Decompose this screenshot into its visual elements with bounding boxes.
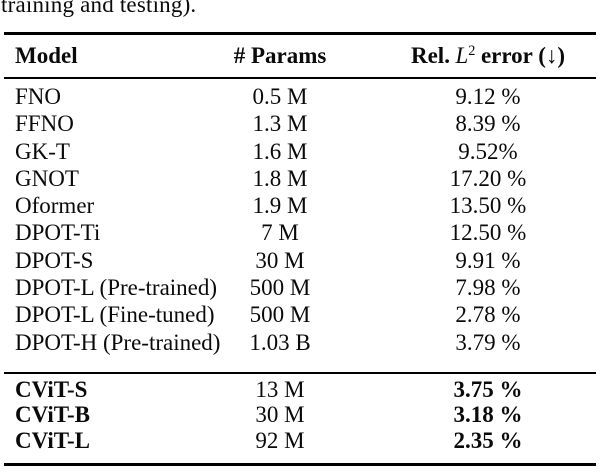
cell-params: 1.3 M <box>252 111 308 137</box>
cell-params: 1.9 M <box>252 193 308 219</box>
cell-error: 9.52% <box>458 138 518 164</box>
cell-model: DPOT-L (Pre-trained) <box>15 275 218 301</box>
table-row: GNOT 1.8 M 17.20 % <box>4 165 596 192</box>
table-row: FNO 0.5 M 9.12 % <box>4 78 596 110</box>
col-header-error: Rel. L2 error (↓) <box>380 34 596 79</box>
cell-error: 3.75 % <box>453 376 523 402</box>
table-row: Oformer 1.9 M 13.50 % <box>4 192 596 219</box>
cell-error: 2.35 % <box>453 427 523 453</box>
error-header-math-superscript: 2 <box>468 43 476 60</box>
cell-error: 8.39 % <box>455 111 521 137</box>
cell-error: 13.50 % <box>449 193 527 219</box>
cell-error: 7.98 % <box>455 275 521 301</box>
cvit-models-section: CViT-S 13 M 3.75 % CViT-B 30 M 3.18 % CViT-L 92… <box>4 372 596 465</box>
cell-params: 500 M <box>249 302 311 328</box>
table-row: GK-T 1.6 M 9.52% <box>4 138 596 165</box>
cell-model: DPOT-Ti <box>15 220 101 246</box>
table-header: Model # Params Rel. L2 error (↓) <box>4 34 596 79</box>
cell-error: 9.91 % <box>455 247 521 273</box>
cell-error: 3.79 % <box>455 329 521 355</box>
cell-error: 3.18 % <box>453 402 523 428</box>
cell-params: 92 M <box>255 427 305 453</box>
table-row: DPOT-Ti 7 M 12.50 % <box>4 219 596 246</box>
cell-model: FFNO <box>15 111 74 137</box>
cell-model: CViT-L <box>15 427 90 453</box>
table-row: DPOT-L (Pre-trained) 500 M 7.98 % <box>4 274 596 301</box>
results-table: Model # Params Rel. L2 error (↓) FNO 0.5 M 9… <box>4 32 596 466</box>
cell-params: 500 M <box>249 275 311 301</box>
col-header-params: # Params <box>233 43 327 68</box>
body-text-fragment: training and testing). <box>1 0 197 17</box>
cell-model: DPOT-L (Fine-tuned) <box>15 302 215 328</box>
cell-error: 17.20 % <box>449 165 527 191</box>
error-header-math-symbol: L <box>455 43 469 68</box>
cell-model: GNOT <box>15 165 79 191</box>
cell-params: 7 M <box>261 220 299 246</box>
table-row: DPOT-L (Fine-tuned) 500 M 2.78 % <box>4 301 596 328</box>
cell-error: 2.78 % <box>455 302 521 328</box>
baseline-models-section: FNO 0.5 M 9.12 % FFNO 1.3 M 8.39 % GK-T 1.6 M 9.… <box>4 78 596 373</box>
table-row: CViT-S 13 M 3.75 % <box>4 373 596 402</box>
cell-model: DPOT-H (Pre-trained) <box>15 329 221 355</box>
cell-params: 30 M <box>255 247 305 273</box>
cell-model: Oformer <box>15 193 95 219</box>
col-header-model: Model <box>15 43 78 68</box>
cell-model: CViT-S <box>15 376 88 402</box>
cell-params: 13 M <box>255 376 305 402</box>
cell-params: 0.5 M <box>252 84 308 109</box>
error-header-prefix: Rel. <box>410 43 450 68</box>
cell-params: 1.6 M <box>252 138 308 164</box>
cell-model: GK-T <box>15 138 70 164</box>
table-row: DPOT-H (Pre-trained) 1.03 B 3.79 % <box>4 329 596 373</box>
cell-error: 9.12 % <box>455 84 521 109</box>
cell-model: DPOT-S <box>15 247 94 273</box>
cell-model: FNO <box>15 84 62 109</box>
table-row: CViT-B 30 M 3.18 % <box>4 402 596 427</box>
table-row: FFNO 1.3 M 8.39 % <box>4 110 596 137</box>
cell-params: 1.03 B <box>249 329 311 355</box>
error-header-suffix: error (↓) <box>480 43 566 68</box>
cell-params: 1.8 M <box>252 165 308 191</box>
cell-model: CViT-B <box>15 402 90 428</box>
cell-params: 30 M <box>255 402 305 428</box>
header-row: Model # Params Rel. L2 error (↓) <box>4 34 596 79</box>
table-row: CViT-L 92 M 2.35 % <box>4 428 596 465</box>
table-row: DPOT-S 30 M 9.91 % <box>4 247 596 274</box>
cell-error: 12.50 % <box>449 220 527 246</box>
